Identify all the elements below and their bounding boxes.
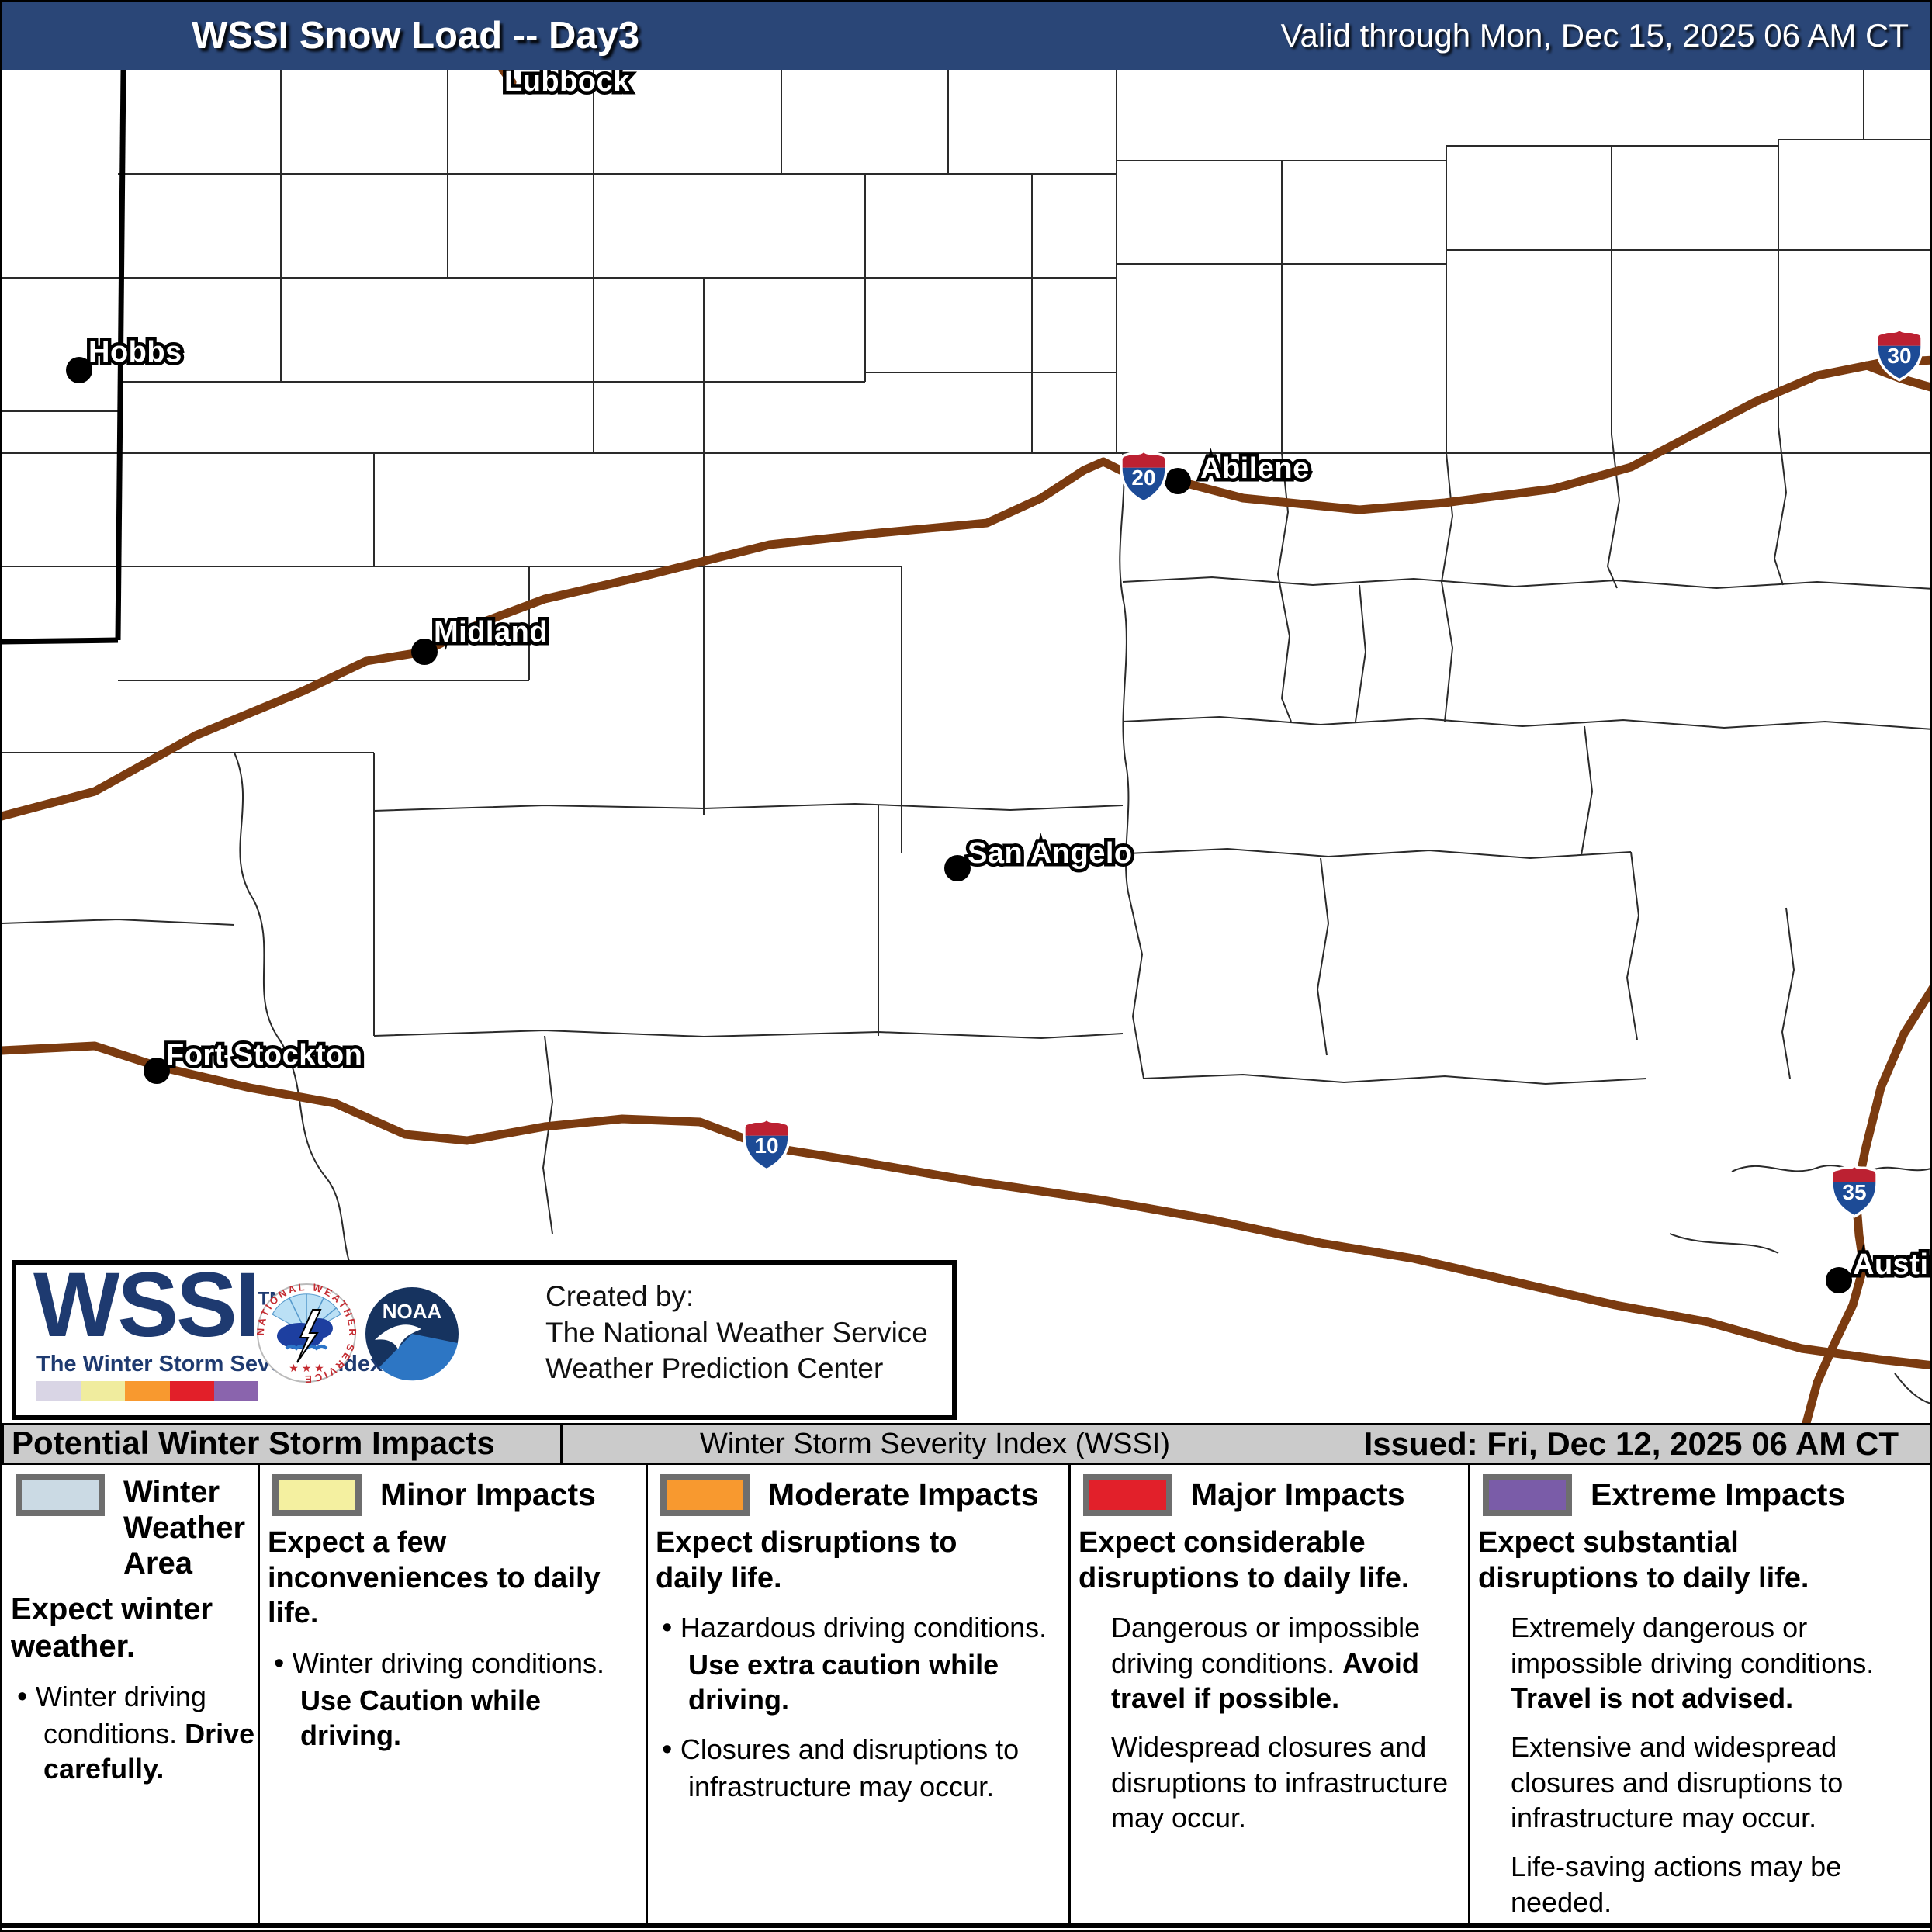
city-label-hobbs: Hobbs [88, 336, 182, 369]
legend-column-winter-weather: Winter Weather Area Expect winter weathe… [3, 1465, 258, 1923]
city-dot-midland [411, 639, 438, 665]
interstate-10-road [2, 1041, 1930, 1370]
legend-item: Winter driving conditions. Drive careful… [3, 1679, 258, 1787]
svg-text:10: 10 [754, 1134, 778, 1158]
scale-swatch-winter-weather [36, 1381, 81, 1401]
legend-item: Life-saving actions may be needed. [1511, 1851, 1842, 1918]
nws-stars: ★ ★ ★ [289, 1362, 324, 1374]
interstate-highways [2, 65, 1930, 1428]
city-dot-austin [1826, 1267, 1852, 1293]
legend-intro: Expect substantial disruptions to daily … [1478, 1526, 1809, 1594]
svg-text:30: 30 [1887, 344, 1911, 368]
legend-title: Minor Impacts [380, 1477, 596, 1513]
interstate-30-shield: 30 [1875, 327, 1923, 382]
county-boundaries [2, 70, 1930, 1404]
impacts-title: Potential Winter Storm Impacts [2, 1423, 563, 1465]
interstate-35-road [1802, 984, 1930, 1428]
subheader-bar: Potential Winter Storm Impacts Winter St… [2, 1423, 1930, 1465]
legend-item: Hazardous driving conditions. Use extra … [648, 1610, 1068, 1718]
page-title: WSSI Snow Load -- Day3 [192, 15, 640, 57]
valid-through-text: Valid through Mon, Dec 15, 2025 06 AM CT [1280, 17, 1909, 54]
city-dot-san-angelo [944, 855, 971, 881]
legend-column-minor: Minor Impacts Expect a few inconvenience… [258, 1465, 646, 1923]
created-by-text: Created by: The National Weather Service… [545, 1280, 928, 1385]
city-label-san-angelo: San Angelo [968, 837, 1133, 870]
city-label-abilene: Abilene [1200, 452, 1310, 485]
legend-intro: Expect a few inconveniences to daily lif… [268, 1526, 601, 1630]
legend-title: Major Impacts [1191, 1477, 1405, 1513]
nws-logo-icon: NATIONAL WEATHER SERVICE ★ ★ ★ [255, 1282, 356, 1384]
city-dot-hobbs [66, 357, 92, 383]
legend-column-moderate: Moderate Impacts Expect disruptions to d… [646, 1465, 1068, 1923]
svg-text:35: 35 [1842, 1180, 1866, 1204]
map-area: 20 30 10 35 Lubbock Hobbs Abilene Midlan… [2, 62, 1932, 1428]
header-bar: WSSI Snow Load -- Day3 Valid through Mon… [2, 2, 1930, 70]
legend-title: Moderate Impacts [768, 1477, 1039, 1513]
state-boundary [2, 69, 126, 645]
issued-timestamp: Issued: Fri, Dec 12, 2025 06 AM CT [1363, 1425, 1899, 1462]
scale-swatch-extreme [213, 1381, 259, 1401]
map-canvas: 20 30 10 35 Lubbock Hobbs Abilene Midlan… [2, 62, 1932, 1428]
legend-column-major: Major Impacts Expect considerable disrup… [1068, 1465, 1468, 1923]
minor-impacts-swatch [272, 1474, 362, 1516]
city-label-austin: Austin [1853, 1248, 1932, 1281]
legend-item: Closures and disruptions to infrastructu… [648, 1732, 1068, 1804]
moderate-impacts-swatch [660, 1474, 750, 1516]
interstate-35-shield: 35 [1830, 1163, 1878, 1218]
legend-title: Winter Weather Area [123, 1475, 246, 1581]
svg-text:NOAA: NOAA [383, 1300, 442, 1323]
scale-swatch-minor [81, 1381, 126, 1401]
interstate-20-road [2, 355, 1930, 821]
legend-item: Extensive and widespread closures and di… [1511, 1731, 1844, 1833]
svg-text:20: 20 [1131, 466, 1155, 490]
scale-swatch-moderate [125, 1381, 170, 1401]
city-dots [66, 357, 1852, 1293]
legend-title: Extreme Impacts [1591, 1477, 1846, 1513]
interstate-20-shield: 20 [1120, 448, 1168, 504]
city-labels: Lubbock Hobbs Abilene Midland San Angelo… [85, 62, 1932, 1285]
winter-weather-swatch [16, 1474, 105, 1516]
city-dot-abilene [1165, 468, 1191, 494]
city-dot-fort-stockton [144, 1058, 170, 1084]
scale-swatch-major [169, 1381, 214, 1401]
noaa-logo-icon: NOAA [365, 1287, 459, 1381]
legend-item: Widespread closures and disruptions to i… [1111, 1731, 1449, 1833]
city-label-lubbock: Lubbock [504, 70, 630, 98]
legend-item: Extremely dangerous or impossible drivin… [1511, 1612, 1875, 1714]
legend-item: Winter driving conditions. Use Caution w… [260, 1646, 646, 1754]
city-label-fort-stockton: Fort Stockton [166, 1039, 362, 1072]
credit-box: WSSITM The Winter Storm Severity Index N… [12, 1254, 957, 1420]
extreme-impacts-swatch [1483, 1474, 1572, 1516]
legend-intro: Expect considerable disruptions to daily… [1079, 1526, 1410, 1594]
wssi-wordmark: WSSITM [33, 1252, 285, 1358]
legend-item: Dangerous or impossible driving conditio… [1111, 1612, 1421, 1714]
city-label-midland: Midland [434, 616, 548, 649]
legend-column-extreme: Extreme Impacts Expect substantial disru… [1468, 1465, 1930, 1923]
legend-intro: Expect winter weather. [11, 1592, 213, 1664]
legend-intro: Expect disruptions to daily life. [656, 1526, 957, 1594]
wssi-index-label: Winter Storm Severity Index (WSSI) [700, 1428, 1171, 1460]
interstate-10-shield: 10 [743, 1117, 791, 1172]
wssi-severity-scale [36, 1381, 259, 1401]
major-impacts-swatch [1083, 1474, 1172, 1516]
impacts-legend: Winter Weather Area Expect winter weathe… [2, 1465, 1930, 1928]
